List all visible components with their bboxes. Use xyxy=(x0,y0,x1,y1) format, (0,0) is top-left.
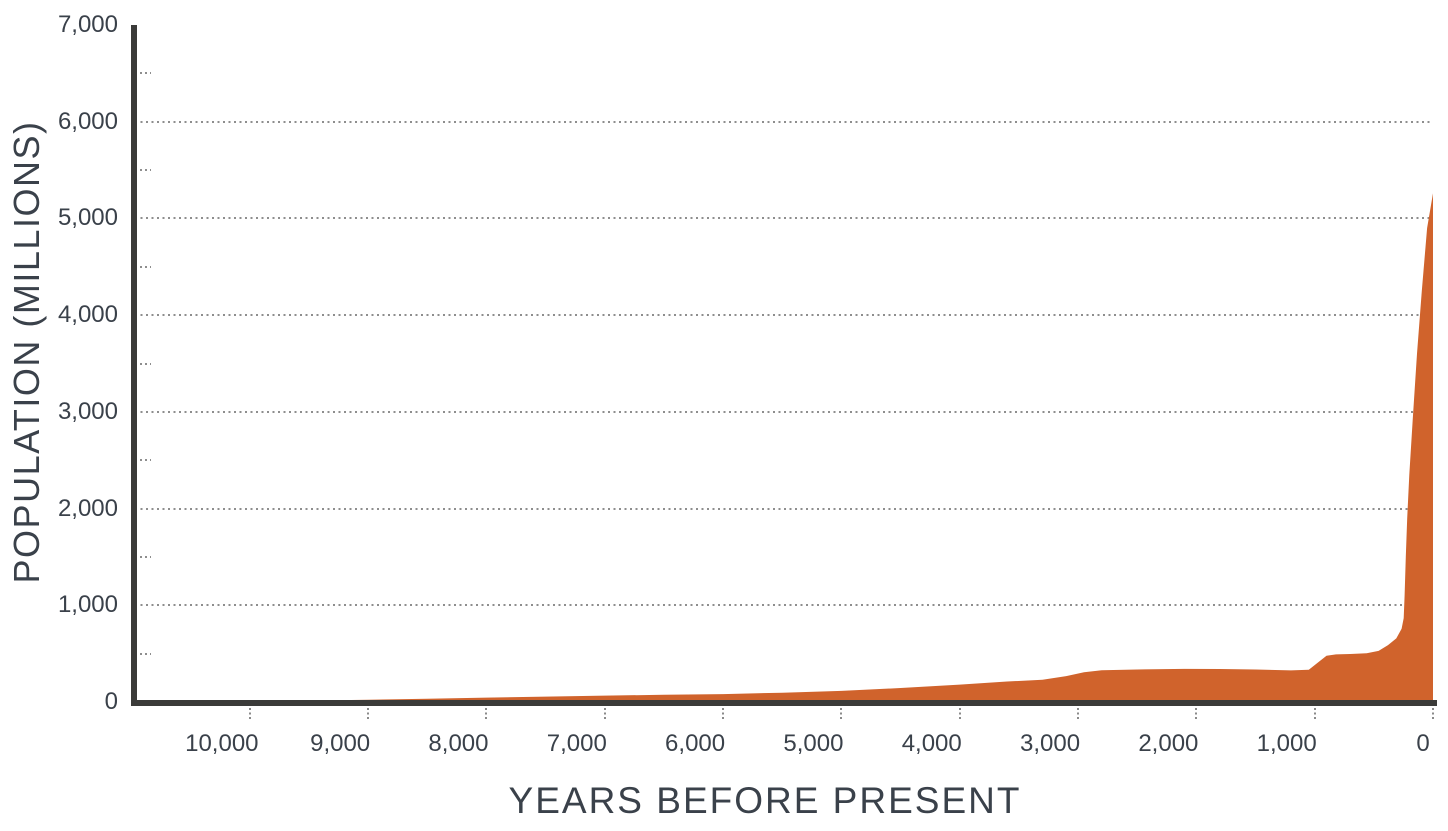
y-gridline xyxy=(134,507,1433,510)
y-minor-tick xyxy=(134,362,151,365)
y-tick-label: 3,000 xyxy=(57,397,118,425)
x-tick-label: 1,000 xyxy=(1256,730,1317,757)
y-tick-label: 4,000 xyxy=(57,301,118,329)
x-tick-label: 10,000 xyxy=(185,730,259,757)
x-tick-label: 3,000 xyxy=(1020,730,1081,757)
x-tick xyxy=(1313,708,1316,721)
y-gridline xyxy=(134,314,1433,317)
y-minor-tick xyxy=(134,459,151,462)
y-gridline xyxy=(134,410,1433,413)
x-tick xyxy=(958,708,961,721)
x-tick-label: 5,000 xyxy=(783,730,844,757)
population-area xyxy=(131,193,1433,705)
y-gridline xyxy=(134,217,1433,220)
x-tick-label: 4,000 xyxy=(901,730,962,757)
y-tick-label: 7,000 xyxy=(57,11,118,38)
y-gridline xyxy=(134,604,1433,607)
y-tick-label: 6,000 xyxy=(57,107,118,135)
y-minor-tick xyxy=(134,652,151,655)
x-axis-line xyxy=(131,700,1437,706)
y-minor-tick xyxy=(134,265,151,268)
x-tick xyxy=(722,708,725,721)
x-axis-title: YEARS BEFORE PRESENT xyxy=(508,780,1022,821)
y-minor-tick xyxy=(134,169,151,172)
x-tick xyxy=(485,708,488,721)
x-tick xyxy=(367,708,370,721)
y-tick-label: 5,000 xyxy=(57,204,118,232)
x-tick xyxy=(1195,708,1198,721)
x-tick-label: 9,000 xyxy=(310,730,371,757)
y-tick-label: 2,000 xyxy=(57,494,118,522)
y-minor-tick xyxy=(134,555,151,558)
y-gridline xyxy=(134,120,1433,123)
y-minor-tick xyxy=(134,72,151,75)
x-tick-label: 2,000 xyxy=(1138,730,1199,757)
x-tick xyxy=(1077,708,1080,721)
x-tick-label: 7,000 xyxy=(546,730,607,757)
y-axis-line xyxy=(131,25,137,706)
x-tick xyxy=(603,708,606,721)
x-tick-label: 6,000 xyxy=(665,730,726,757)
y-tick-label: 0 xyxy=(104,688,118,715)
x-tick xyxy=(840,708,843,721)
x-tick-label: 8,000 xyxy=(428,730,489,757)
x-tick xyxy=(248,708,251,721)
y-tick-label: 1,000 xyxy=(57,591,118,619)
x-tick-label: 0 xyxy=(1416,730,1430,757)
x-tick xyxy=(1432,708,1434,721)
